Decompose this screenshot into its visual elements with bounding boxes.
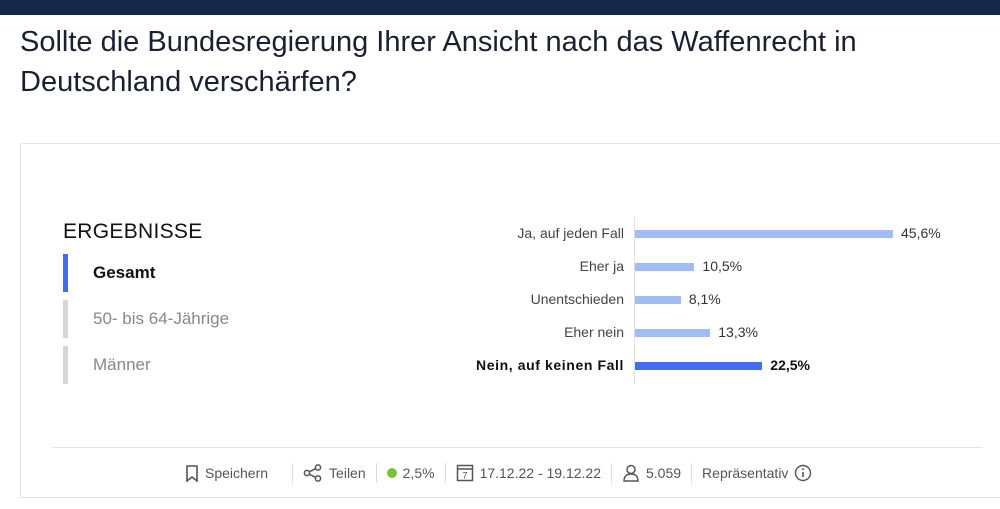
respondents-value: 5.059	[646, 465, 682, 481]
bar	[635, 296, 681, 304]
representative-label: Repräsentativ	[702, 465, 789, 481]
value-label: 45,6%	[901, 225, 941, 241]
margin-value: 2,5%	[402, 465, 435, 481]
save-button[interactable]: Speichern	[175, 464, 278, 482]
dates-value: 17.12.22 - 19.12.22	[479, 465, 601, 481]
survey-period: 7 17.12.22 - 19.12.22	[446, 464, 611, 482]
bar	[635, 362, 763, 370]
share-label: Teilen	[329, 465, 366, 481]
category-label: Ja, auf jeden Fall	[517, 225, 624, 241]
value-label: 13,3%	[718, 324, 758, 340]
results-heading: ERGEBNISSE	[63, 220, 203, 243]
category-label: Eher ja	[579, 258, 624, 274]
representative: Repräsentativ	[692, 464, 822, 482]
info-icon[interactable]	[794, 464, 812, 482]
svg-text:7: 7	[462, 471, 467, 481]
footer: Speichern Teilen 2,5% 7 17.12.22 - 19.12…	[175, 462, 822, 484]
chart-axis	[634, 217, 635, 384]
tab-50-64[interactable]: 50- bis 64-Jährige	[63, 300, 229, 338]
value-label: 10,5%	[702, 258, 743, 274]
divider	[52, 447, 982, 448]
value-label: 22,5%	[770, 357, 810, 373]
page-title: Sollte die Bundesregierung Ihrer Ansicht…	[20, 26, 857, 98]
poll-card	[20, 143, 1000, 498]
status-dot-icon	[386, 468, 397, 478]
bar	[635, 230, 893, 238]
tab-maenner[interactable]: Männer	[63, 346, 151, 384]
person-icon	[623, 464, 639, 482]
bookmark-icon	[186, 464, 198, 482]
category-label: Nein, auf keinen Fall	[476, 357, 624, 373]
bar	[635, 263, 695, 271]
tab-gesamt[interactable]: Gesamt	[63, 254, 155, 292]
share-button[interactable]: Teilen	[293, 464, 376, 482]
respondents: 5.059	[612, 464, 691, 482]
calendar-icon: 7	[456, 464, 473, 482]
bar	[635, 329, 711, 337]
top-bar	[0, 0, 1000, 15]
share-icon	[303, 464, 322, 482]
category-label: Unentschieden	[530, 291, 624, 307]
category-label: Eher nein	[564, 324, 624, 340]
save-label: Speichern	[205, 465, 269, 481]
margin-of-error: 2,5%	[377, 465, 445, 481]
value-label: 8,1%	[688, 291, 721, 307]
